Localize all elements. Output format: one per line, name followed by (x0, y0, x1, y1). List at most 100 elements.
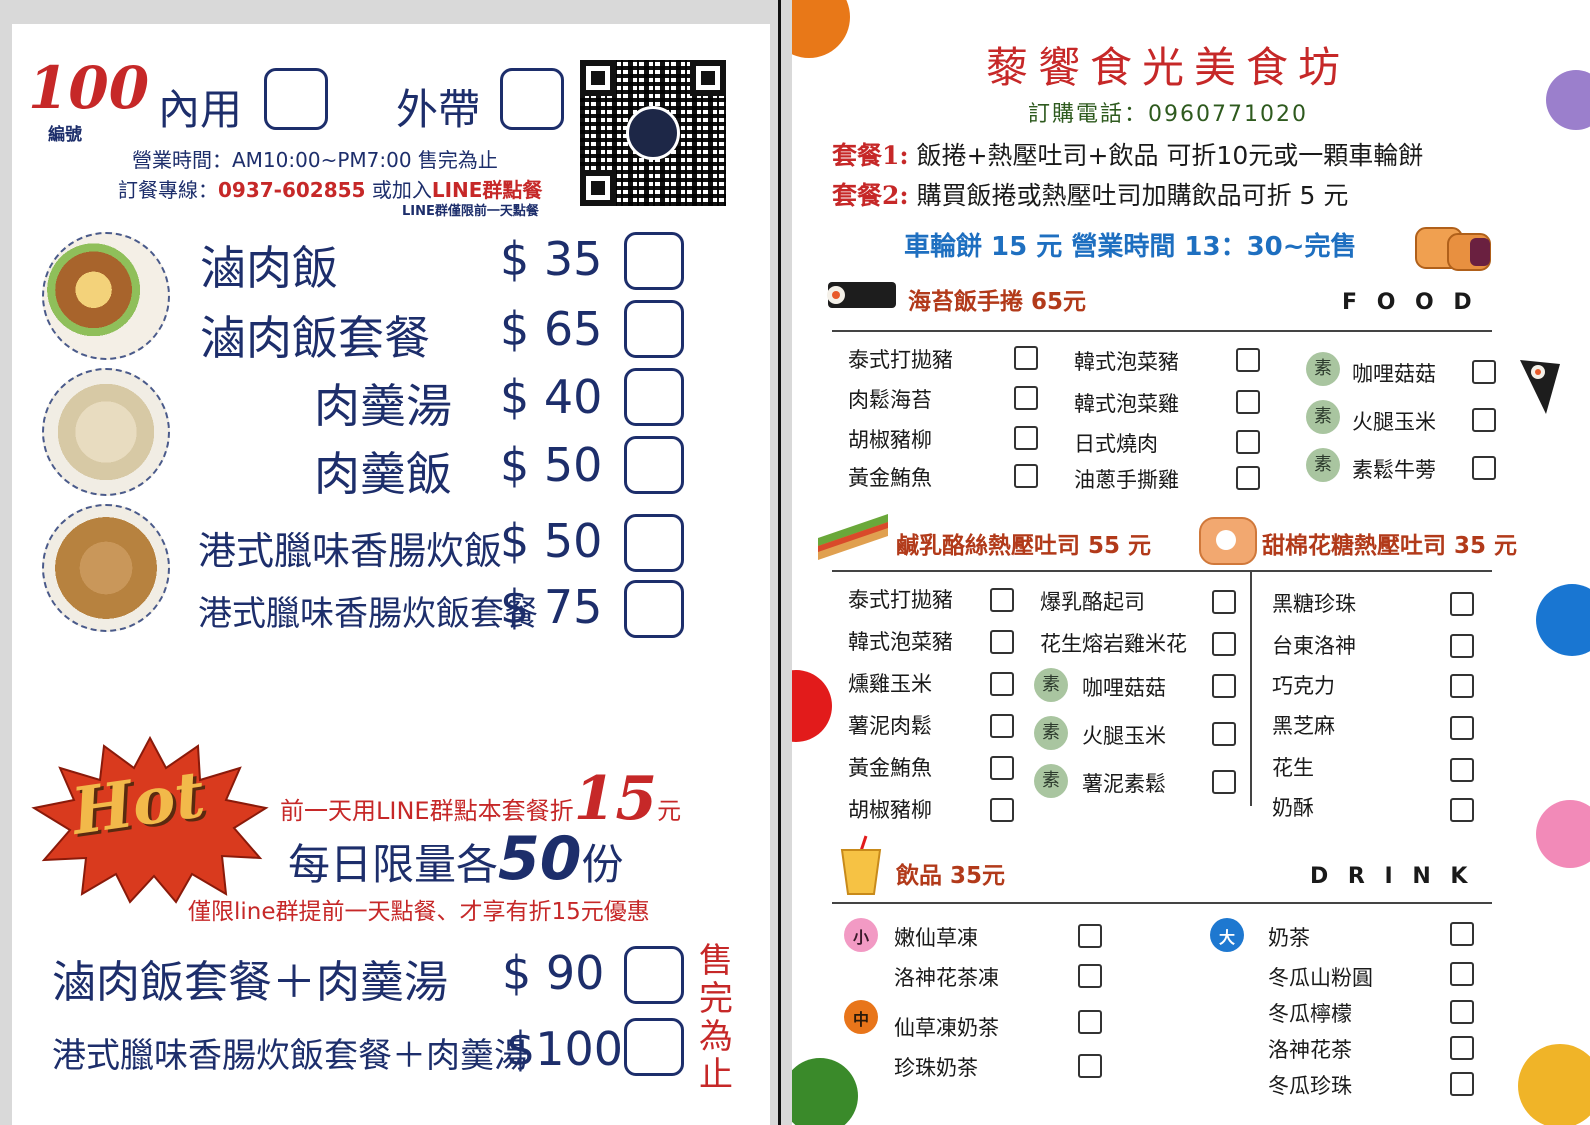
toast-title-sweet: 甜棉花糖熱壓吐司 35 元 (1262, 533, 1518, 559)
item-checkbox[interactable] (990, 672, 1014, 696)
sandwich-icon (818, 514, 888, 560)
menu-item-checkbox[interactable] (624, 300, 684, 358)
combo-checkbox[interactable] (624, 946, 684, 1004)
item-checkbox[interactable] (1078, 1010, 1102, 1034)
list-item: 韓式泡菜豬 (1074, 350, 1179, 374)
drink-label: D R I N K (1310, 864, 1474, 889)
menu-item-checkbox[interactable] (624, 514, 684, 572)
item-checkbox[interactable] (1014, 386, 1038, 410)
list-item: 韓式泡菜雞 (1074, 392, 1179, 416)
menu-item-price: $ 50 (500, 514, 603, 568)
menu-item-checkbox[interactable] (624, 232, 684, 290)
qr-code[interactable] (580, 60, 726, 206)
seaweed-rule (832, 330, 1492, 332)
item-checkbox[interactable] (1212, 722, 1236, 746)
item-checkbox[interactable] (1472, 408, 1496, 432)
combo-checkbox[interactable] (624, 1018, 684, 1076)
menu-item-checkbox[interactable] (624, 580, 684, 638)
item-checkbox[interactable] (1450, 1036, 1474, 1060)
item-checkbox[interactable] (1472, 456, 1496, 480)
list-item: 燻雞玉米 (848, 672, 932, 696)
item-checkbox[interactable] (1236, 430, 1260, 454)
item-checkbox[interactable] (990, 714, 1014, 738)
veg-badge: 素 (1306, 352, 1340, 386)
item-checkbox[interactable] (1212, 770, 1236, 794)
list-item: 黑芝麻 (1272, 714, 1335, 738)
list-item: 黑糖珍珠 (1272, 592, 1356, 616)
item-checkbox[interactable] (1014, 346, 1038, 370)
size-medium-badge (844, 1000, 878, 1034)
item-checkbox[interactable] (1450, 592, 1474, 616)
item-checkbox[interactable] (1450, 798, 1474, 822)
menu-item-checkbox[interactable] (624, 436, 684, 494)
list-item: 胡椒豬柳 (848, 798, 932, 822)
dine-in-checkbox[interactable] (264, 68, 328, 130)
combo-2-label: 套餐2: (832, 181, 909, 210)
item-checkbox[interactable] (1450, 1000, 1474, 1024)
menu-item-checkbox[interactable] (624, 368, 684, 426)
list-item: 冬瓜山粉圓 (1268, 966, 1373, 990)
claypot-rice-photo (42, 504, 170, 632)
item-checkbox[interactable] (1450, 962, 1474, 986)
line-note: LINE群僅限前一天點餐 (402, 204, 539, 219)
toast-title-savory: 鹹乳酪絲熱壓吐司 55 元 (896, 533, 1152, 559)
item-checkbox[interactable] (1014, 464, 1038, 488)
item-checkbox[interactable] (990, 798, 1014, 822)
item-checkbox[interactable] (1236, 466, 1260, 490)
combo-1: 套餐1: 飯捲+熱壓吐司+飲品 可折10元或一顆車輪餅 (832, 136, 1423, 172)
item-checkbox[interactable] (1078, 964, 1102, 988)
daily-limit-post: 份 (581, 840, 624, 889)
list-item: 素鬆牛蒡 (1352, 458, 1436, 482)
pink-dot (1536, 800, 1590, 868)
sold-out-char: 為 (699, 1017, 733, 1057)
item-checkbox[interactable] (1472, 360, 1496, 384)
list-item: 黃金鮪魚 (848, 466, 932, 490)
list-item: 薯泥素鬆 (1082, 772, 1166, 796)
toast-column-divider (1250, 572, 1252, 806)
item-checkbox[interactable] (1450, 1072, 1474, 1096)
item-checkbox[interactable] (1212, 632, 1236, 656)
takeout-checkbox[interactable] (500, 68, 564, 130)
drink-rule (832, 902, 1492, 904)
sold-out-char: 完 (699, 979, 733, 1019)
serial-label: 編號 (48, 125, 82, 145)
menu-item-name: 滷肉飯套餐 (200, 311, 430, 365)
promo-unit: 元 (657, 797, 682, 825)
item-checkbox[interactable] (1212, 590, 1236, 614)
item-checkbox[interactable] (990, 588, 1014, 612)
item-checkbox[interactable] (1014, 426, 1038, 450)
combo-2-text: 購買飯捲或熱壓吐司加購飲品可折 5 元 (916, 181, 1349, 210)
item-checkbox[interactable] (1212, 674, 1236, 698)
list-item: 咖哩菇菇 (1352, 362, 1436, 386)
item-checkbox[interactable] (1078, 1054, 1102, 1078)
item-checkbox[interactable] (990, 756, 1014, 780)
menu-item-price: $ 40 (500, 370, 603, 424)
veg-badge: 素 (1034, 716, 1068, 750)
takeout-label: 外帶 (396, 85, 481, 134)
juice-cup-icon (840, 835, 882, 895)
item-checkbox[interactable] (1450, 716, 1474, 740)
serial-number: 100 (28, 54, 150, 122)
size-large-badge (1210, 918, 1244, 952)
item-checkbox[interactable] (1450, 674, 1474, 698)
wheel-cake-line: 車輪餅 15 元 營業時間 13：30~完售 (904, 232, 1357, 262)
item-checkbox[interactable] (1450, 922, 1474, 946)
marshmallow-toast-icon (1199, 517, 1257, 565)
menu-item-price: $ 50 (500, 438, 603, 492)
list-item: 胡椒豬柳 (848, 428, 932, 452)
list-item: 咖哩菇菇 (1082, 676, 1166, 700)
list-item: 花生 (1272, 756, 1314, 780)
item-checkbox[interactable] (990, 630, 1014, 654)
item-checkbox[interactable] (1078, 924, 1102, 948)
veg-badge: 素 (1306, 400, 1340, 434)
sold-out-note: 售 完 為 止 (696, 942, 736, 1094)
order-hotline-mid: 或加入 (365, 178, 432, 202)
item-checkbox[interactable] (1236, 348, 1260, 372)
item-checkbox[interactable] (1450, 758, 1474, 782)
list-item: 泰式打拋豬 (848, 348, 953, 372)
item-checkbox[interactable] (1236, 390, 1260, 414)
item-checkbox[interactable] (1450, 634, 1474, 658)
size-large-label: 大 (1219, 928, 1236, 947)
veg-badge: 素 (1306, 448, 1340, 482)
list-item: 黃金鮪魚 (848, 756, 932, 780)
